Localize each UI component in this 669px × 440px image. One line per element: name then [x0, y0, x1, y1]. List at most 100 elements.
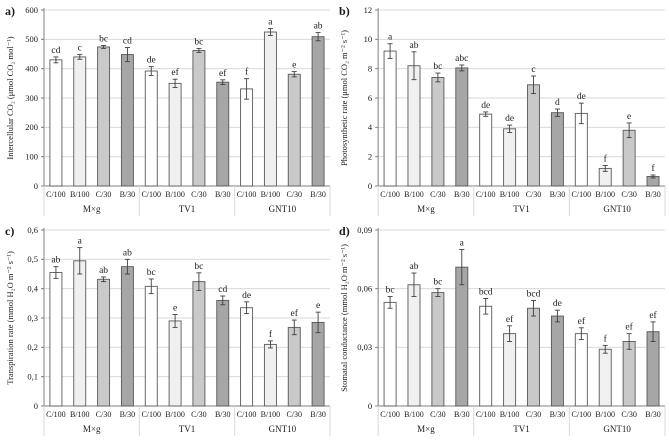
bar [407, 284, 421, 407]
y-tick-label: 0,09 [357, 225, 372, 235]
significance-letter: bc [433, 62, 442, 72]
significance-letter: bc [386, 285, 395, 295]
y-axis-title: Stomatal conductance (mmol H₂O m⁻² s⁻¹) [339, 244, 349, 392]
bar [73, 260, 87, 407]
significance-letter: de [577, 92, 586, 102]
y-tick-label: 0 [368, 401, 372, 411]
y-tick-label: 4 [368, 122, 373, 132]
y-tick-label: 0 [34, 181, 38, 191]
category-label: B/30 [310, 410, 326, 419]
significance-letter: ab [409, 41, 418, 51]
significance-letter: cd [218, 285, 227, 295]
significance-letter: cd [123, 37, 132, 47]
panel-a-chart: 0 100 200 300 400 500 600 Intercellular CO₂ (μm… [5, 4, 331, 216]
bar [455, 67, 469, 187]
bar [287, 326, 301, 407]
category-label: C/30 [191, 410, 207, 419]
category-label: B/100 [500, 190, 520, 199]
category-label: C/30 [526, 410, 542, 419]
y-tick-label: 0,2 [27, 342, 38, 352]
y-tick-label: 500 [25, 34, 38, 44]
significance-letter: bc [194, 262, 203, 272]
y-tick-label: 2 [368, 151, 372, 161]
bar [144, 285, 158, 407]
significance-letter: ef [291, 308, 299, 319]
y-tick-label: 0 [34, 401, 38, 411]
bar [455, 266, 469, 407]
significance-letter: f [245, 67, 249, 78]
category-label: C/30 [526, 190, 542, 199]
group-label: TV1 [179, 204, 196, 214]
significance-letter: a [388, 33, 393, 43]
significance-letter: de [242, 291, 251, 301]
bar [263, 31, 277, 187]
bar [240, 307, 254, 407]
category-label: B/30 [215, 190, 231, 199]
bar [287, 73, 301, 187]
significance-letter: c [531, 65, 535, 75]
bar [574, 112, 588, 187]
y-tick-label: 0,03 [357, 342, 372, 352]
significance-letter: ab [409, 262, 418, 272]
category-label: B/30 [645, 410, 661, 419]
group-label: TV1 [513, 204, 530, 214]
bar [431, 292, 445, 407]
bar [168, 82, 182, 187]
y-tick-label: 10 [364, 34, 373, 44]
y-axis-title: Intercellular CO₂ (μmol CO₂ mol⁻¹) [5, 36, 15, 159]
significance-letter: e [292, 61, 296, 71]
category-label: B/100 [165, 410, 185, 419]
bar [407, 65, 421, 187]
bar [120, 54, 134, 187]
panel-letter: b) [339, 4, 350, 18]
y-tick-label: 600 [25, 5, 38, 15]
y-tick-label: 100 [25, 151, 38, 161]
y-tick-label: 12 [364, 5, 373, 15]
significance-letter: de [553, 299, 562, 309]
bar [550, 112, 564, 187]
significance-letter: ab [51, 256, 60, 266]
bar [550, 315, 564, 407]
group-label: GNT10 [603, 204, 631, 214]
significance-letter: d [555, 98, 560, 108]
significance-letter: a [268, 17, 273, 27]
y-tick-label: 0,4 [27, 283, 38, 293]
category-label: B/100 [70, 190, 90, 199]
bar [97, 46, 111, 187]
bar [240, 88, 254, 187]
significance-letter: bc [147, 268, 156, 278]
category-label: C/30 [430, 410, 446, 419]
category-label: B/100 [261, 190, 281, 199]
bar [168, 320, 182, 407]
significance-letter: de [481, 101, 490, 111]
panel-d-chart: 0 0,03 0,06 0,09 Stomatal conductance (mmol … [339, 224, 666, 436]
significance-letter: ef [649, 310, 657, 321]
significance-letter: e [316, 301, 320, 311]
panel-d-stomatal-conductance: 0 0,03 0,06 0,09 Stomatal conductance (mmol … [334, 220, 668, 440]
significance-letter: f [651, 163, 655, 174]
significance-letter: ef [219, 68, 227, 79]
group-label: TV1 [179, 424, 196, 434]
bar [49, 272, 63, 407]
group-label: GNT10 [269, 424, 297, 434]
significance-letter: bc [99, 34, 108, 44]
category-label: B/100 [261, 410, 281, 419]
significance-letter: de [147, 56, 156, 66]
significance-letter: ef [578, 316, 586, 327]
y-axis-title: Photosynthetic rate (μmol CO₂ m⁻² s⁻¹) [339, 30, 349, 166]
y-tick-label: 6 [368, 93, 372, 103]
category-label: B/30 [550, 410, 566, 419]
bar [97, 278, 111, 407]
panel-letter: a) [5, 4, 15, 18]
category-label: C/100 [380, 190, 400, 199]
significance-letter: ef [625, 322, 633, 333]
group-label: M×g [83, 204, 101, 214]
category-label: B/30 [310, 190, 326, 199]
bar [216, 81, 230, 187]
significance-letter: e [173, 303, 177, 313]
category-label: C/100 [572, 410, 592, 419]
category-label: C/30 [286, 410, 302, 419]
y-tick-label: 8 [368, 63, 372, 73]
category-label: C/100 [237, 190, 257, 199]
category-label: C/30 [191, 190, 207, 199]
